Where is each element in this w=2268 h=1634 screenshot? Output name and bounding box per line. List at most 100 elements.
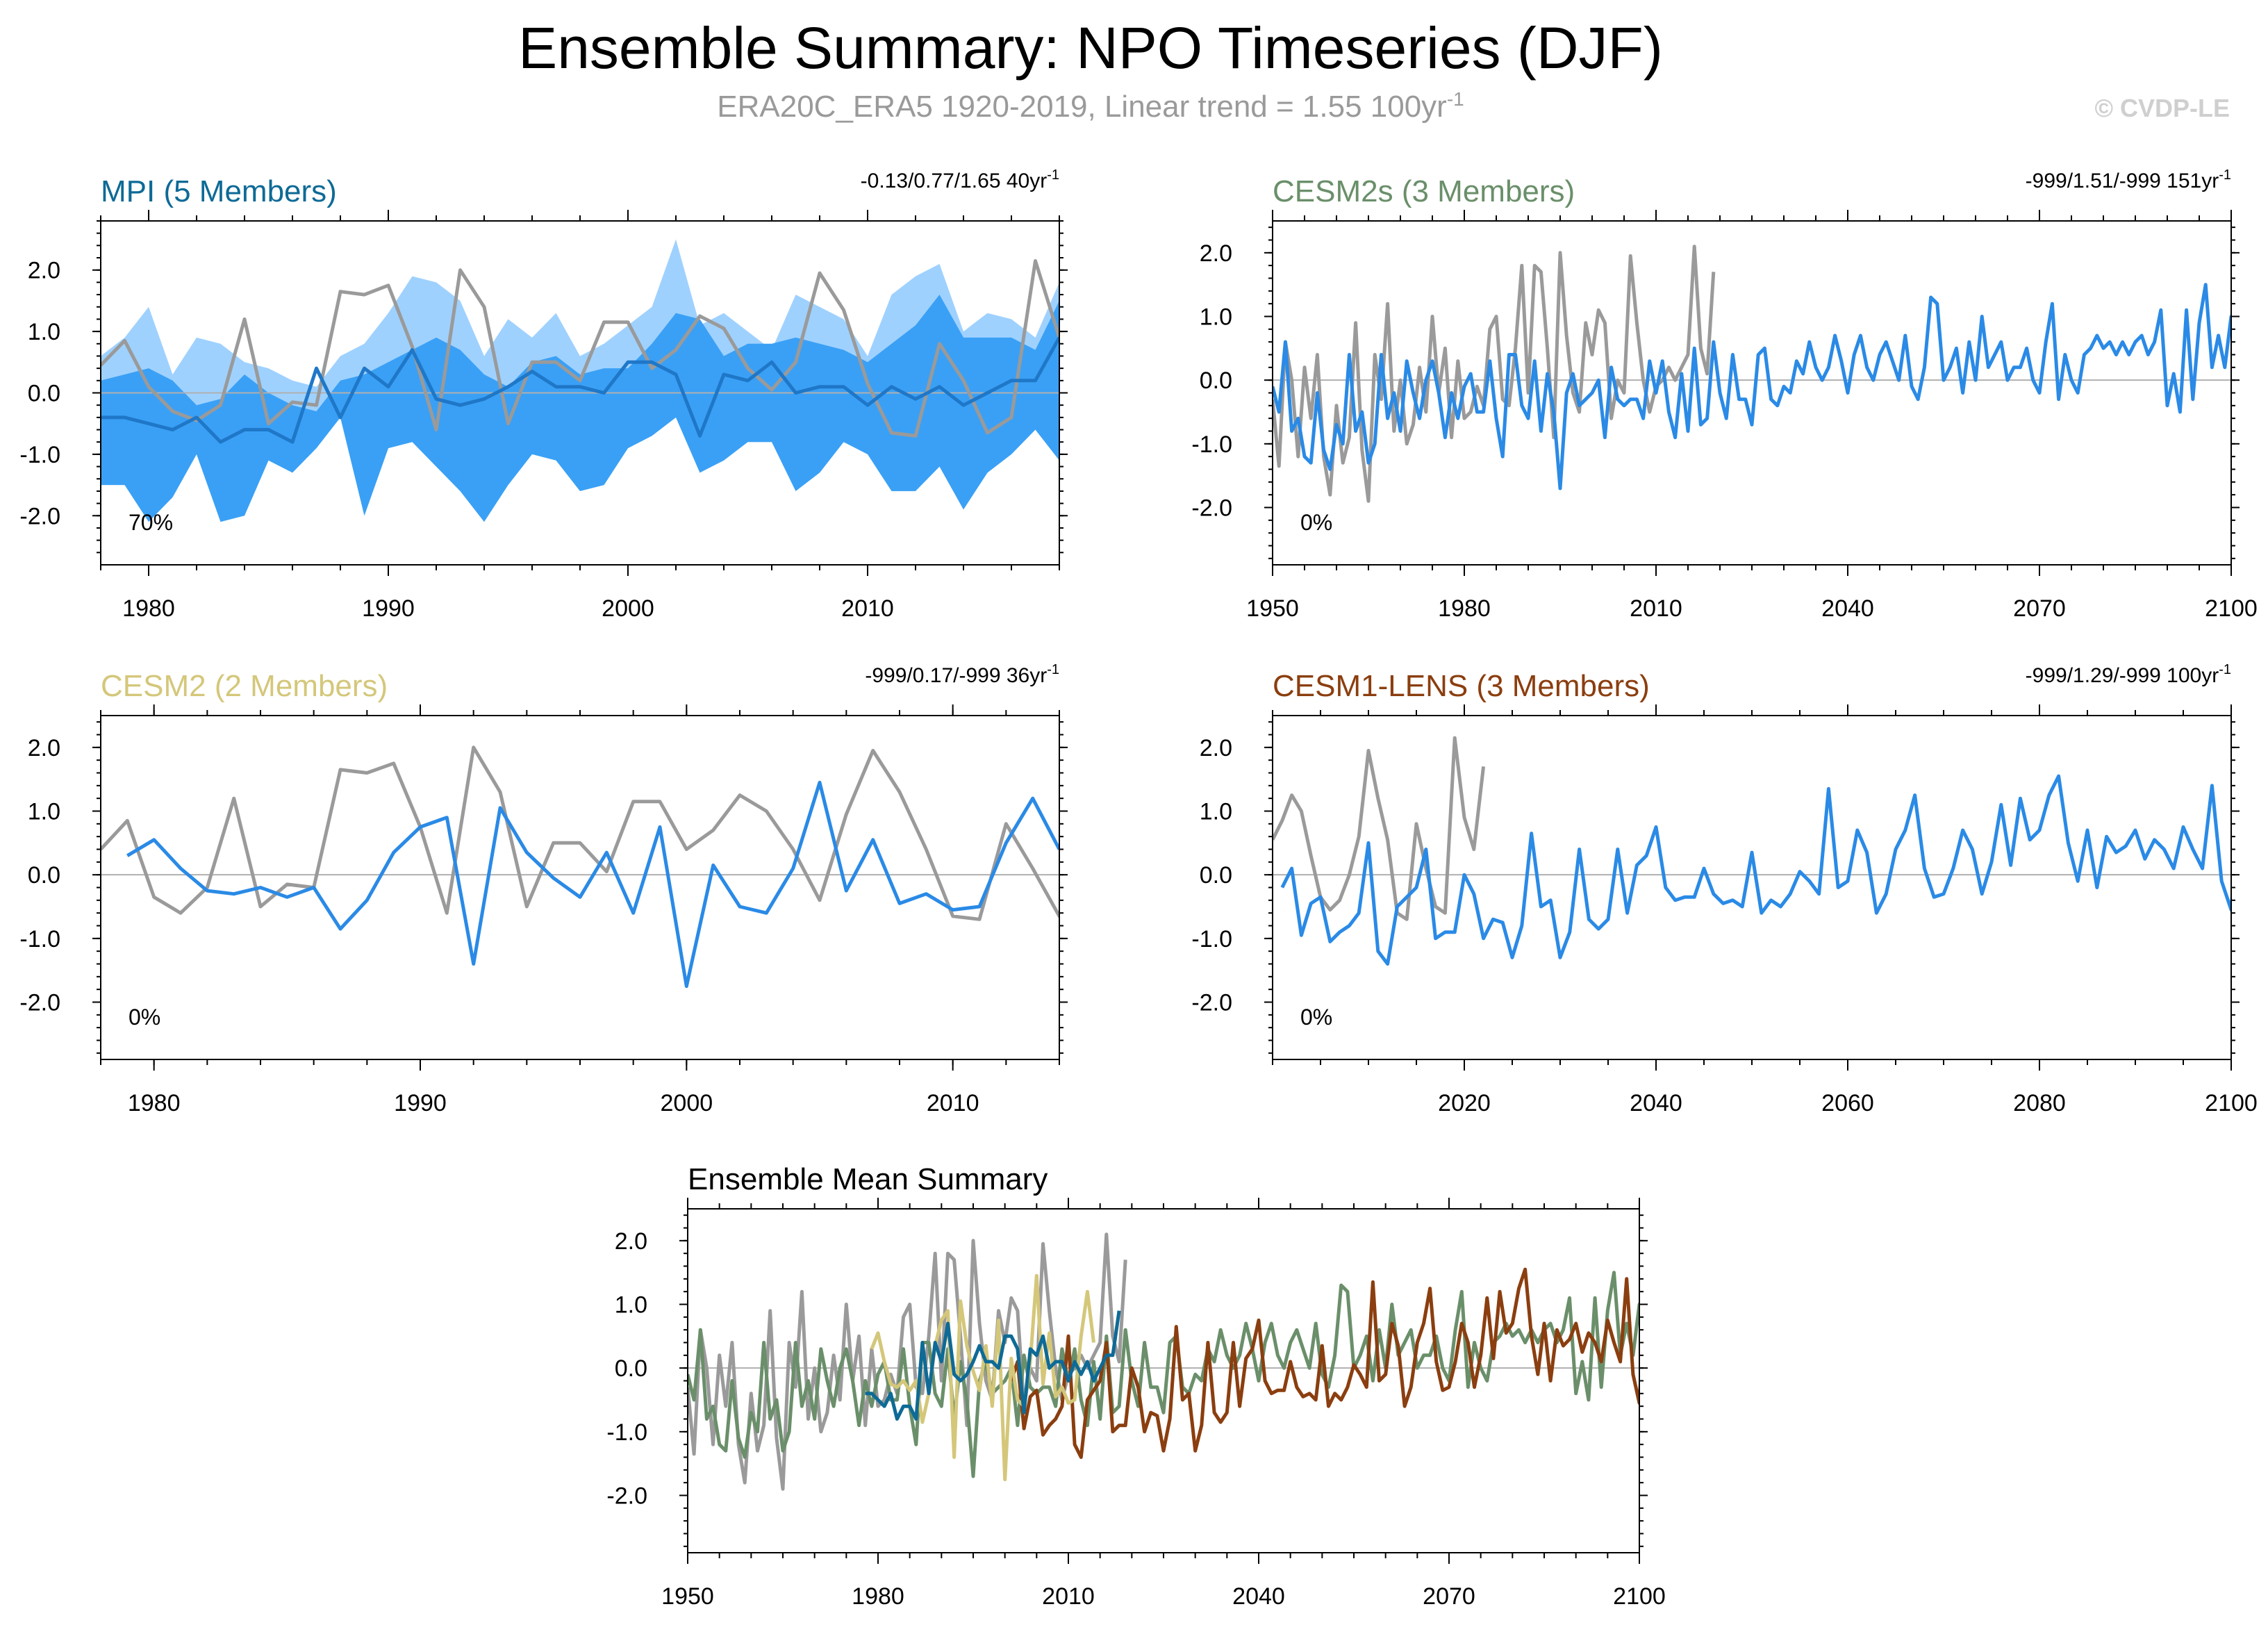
y-tick-label: 2.0 [28,735,60,761]
panel-stats-text: -999/0.17/-999 36yr [865,664,1047,687]
observations-line [101,259,1059,438]
plot-area [688,1232,1639,1491]
panel-cesm2: CESM2 (2 Members) -999/0.17/-999 36yr-1 0%… [19,662,1068,1116]
y-tick-label: 1.0 [1200,304,1232,331]
panel-cesm1: CESM1-LENS (3 Members) -999/1.29/-999 100… [1191,662,2257,1116]
figure-title: Ensemble Summary: NPO Timeseries (DJF) [518,15,1663,81]
panel-title: Ensemble Mean Summary [688,1162,1048,1196]
x-tick-label: 2010 [841,595,894,622]
observations-line [1273,736,1486,921]
percent-label: 70% [129,510,173,535]
panel-cesm2s: CESM2s (3 Members) -999/1.51/-999 151yr-1… [1191,167,2258,622]
spread-band-inner [101,295,1059,522]
plot-area [101,745,1059,989]
y-tick-label: -2.0 [606,1483,647,1510]
y-tick-label: 2.0 [28,258,60,284]
x-tick-label: 1980 [122,595,175,622]
y-tick-label: 2.0 [1200,240,1232,267]
y-tick-label: -1.0 [606,1419,647,1446]
subtitle-superscript: -1 [1447,88,1464,110]
y-tick-label: 0.0 [28,862,60,889]
y-tick-label: -2.0 [1191,495,1232,522]
plot-area [101,239,1059,522]
panel-title: MPI (5 Members) [101,174,337,208]
y-tick-label: 1.0 [28,799,60,825]
panel-mpi: MPI (5 Members) -0.13/0.77/1.65 40yr-1 70%… [19,167,1068,622]
plot-area [1273,736,2231,966]
panel-title: CESM1-LENS (3 Members) [1273,669,1650,703]
panel-stats-text: -999/1.51/-999 151yr [2026,170,2219,192]
x-tick-label: 1950 [1246,595,1299,622]
series-line-observations [688,1232,1127,1491]
x-tick-label: 2000 [602,595,654,622]
y-tick-label: 0.0 [615,1355,647,1382]
panel-title: CESM2 (2 Members) [101,669,388,703]
y-tick-label: 1.0 [1200,799,1232,825]
panel-title: CESM2s (3 Members) [1273,174,1575,208]
x-tick-label: 1990 [394,1090,447,1116]
y-tick-label: 1.0 [615,1292,647,1319]
ensemble-line [1273,283,2231,490]
percent-label: 0% [1300,1005,1332,1030]
x-tick-label: 2020 [1438,1090,1491,1116]
y-tick-label: 2.0 [615,1228,647,1255]
percent-label: 0% [1300,510,1332,535]
x-tick-label: 1980 [852,1583,904,1610]
x-tick-label: 2100 [2205,1090,2258,1116]
copyright-label: © CVDP-LE [2094,94,2230,122]
series-line-cesm1-lens [1009,1267,1639,1459]
y-tick-label: 0.0 [1200,862,1232,889]
panels: MPI (5 Members) -0.13/0.77/1.65 40yr-170%… [19,167,2258,1610]
x-tick-label: 2010 [927,1090,979,1116]
plot-area [1273,245,2231,503]
panel-summary: Ensemble Mean Summary -2.0 -1.0 0.0 1.0 2.0 19… [606,1162,1666,1610]
panel-stats: -999/1.29/-999 100yr-1 [2026,662,2231,687]
panel-stats-superscript: -1 [2219,167,2231,183]
y-tick-label: -1.0 [19,442,60,468]
y-tick-label: -1.0 [1191,926,1232,952]
x-tick-label: 2060 [1821,1090,1874,1116]
x-tick-label: 2040 [1630,1090,1682,1116]
y-tick-label: 2.0 [1200,735,1232,761]
x-tick-label: 1980 [1438,595,1491,622]
panel-stats-superscript: -1 [1047,167,1059,183]
panel-stats: -999/0.17/-999 36yr-1 [865,662,1059,687]
x-tick-label: 2000 [661,1090,713,1116]
subtitle-text: ERA20C_ERA5 1920-2019, Linear trend = 1.… [717,90,1447,124]
percent-label: 0% [129,1005,160,1030]
panel-stats-superscript: -1 [1047,662,1059,677]
x-tick-label: 2100 [2205,595,2258,622]
y-tick-label: 0.0 [1200,368,1232,394]
x-tick-label: 1950 [661,1583,714,1610]
series-line-mpi [865,1310,1121,1421]
y-tick-label: -1.0 [19,926,60,952]
panel-stats-text: -999/1.29/-999 100yr [2026,664,2219,687]
x-tick-label: 1980 [128,1090,181,1116]
y-tick-label: -1.0 [1191,431,1232,458]
x-tick-label: 2070 [1423,1583,1475,1610]
y-tick-label: -2.0 [1191,990,1232,1016]
y-tick-label: 1.0 [28,319,60,345]
series-line-cesm2s [688,1271,1639,1478]
panel-stats-superscript: -1 [2219,662,2231,677]
series-line-cesm2 [870,1273,1095,1482]
panel-stats: -0.13/0.77/1.65 40yr-1 [861,167,1059,192]
y-tick-label: 0.0 [28,381,60,407]
ensemble-line [1280,774,2231,966]
x-tick-label: 2010 [1042,1583,1095,1610]
y-tick-label: -2.0 [19,990,60,1016]
x-tick-label: 2040 [1232,1583,1285,1610]
panel-frame [100,715,1060,1060]
x-tick-label: 1990 [362,595,415,622]
x-tick-label: 2080 [2013,1090,2066,1116]
x-tick-label: 2070 [2013,595,2066,622]
x-tick-label: 2040 [1821,595,1874,622]
x-tick-label: 2010 [1630,595,1682,622]
observations-line [101,745,1059,921]
y-tick-label: -2.0 [19,503,60,529]
x-tick-label: 2100 [1613,1583,1666,1610]
ensemble-line [101,336,1059,444]
panel-stats-text: -0.13/0.77/1.65 40yr [861,170,1048,192]
observations-line [1273,245,1716,503]
